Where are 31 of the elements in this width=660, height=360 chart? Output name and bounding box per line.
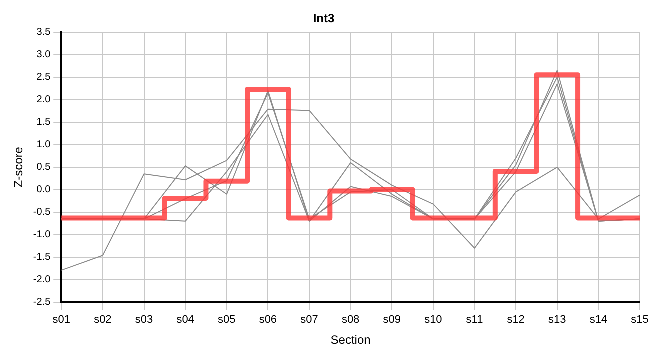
x-tick-label: s05 (218, 314, 236, 326)
y-tick-label: 2.0 (36, 94, 52, 106)
y-tick-label: 2.5 (36, 72, 52, 84)
y-tick-label: -1.5 (33, 252, 52, 264)
y-tick-label: 0.0 (36, 184, 52, 196)
y-tick-label: 1.0 (36, 140, 52, 151)
y-tick-label: 3.0 (36, 50, 52, 61)
x-axis-title: Section (330, 333, 371, 348)
chart-title: Int3 (313, 12, 335, 26)
y-tick-label: 0.5 (36, 162, 52, 174)
y-tick-label: -2.0 (33, 274, 52, 286)
y-tick-label: -2.5 (33, 297, 52, 308)
y-axis-title: Z-score (12, 146, 26, 188)
x-tick-label: s11 (466, 314, 484, 326)
x-tick-label: s12 (507, 314, 525, 326)
x-tick-label: s06 (259, 314, 278, 326)
x-tick-label: s13 (548, 314, 566, 326)
x-tick-label: s03 (135, 314, 154, 326)
y-tick-label: -1.0 (33, 230, 52, 241)
x-tick-label: s14 (590, 314, 608, 326)
x-tick-label: s04 (176, 314, 194, 326)
x-tick-label: s08 (342, 314, 360, 326)
y-tick-label: 3.5 (36, 27, 52, 38)
x-tick-label: s09 (383, 314, 402, 326)
x-tick-label: s15 (631, 314, 649, 326)
x-tick-label: s10 (424, 314, 442, 326)
y-tick-label: 1.5 (36, 117, 52, 128)
y-tick-label: -0.5 (33, 207, 52, 218)
x-tick-label: s01 (52, 314, 71, 326)
x-tick-label: s07 (300, 314, 318, 326)
x-tick-label: s02 (94, 314, 112, 326)
